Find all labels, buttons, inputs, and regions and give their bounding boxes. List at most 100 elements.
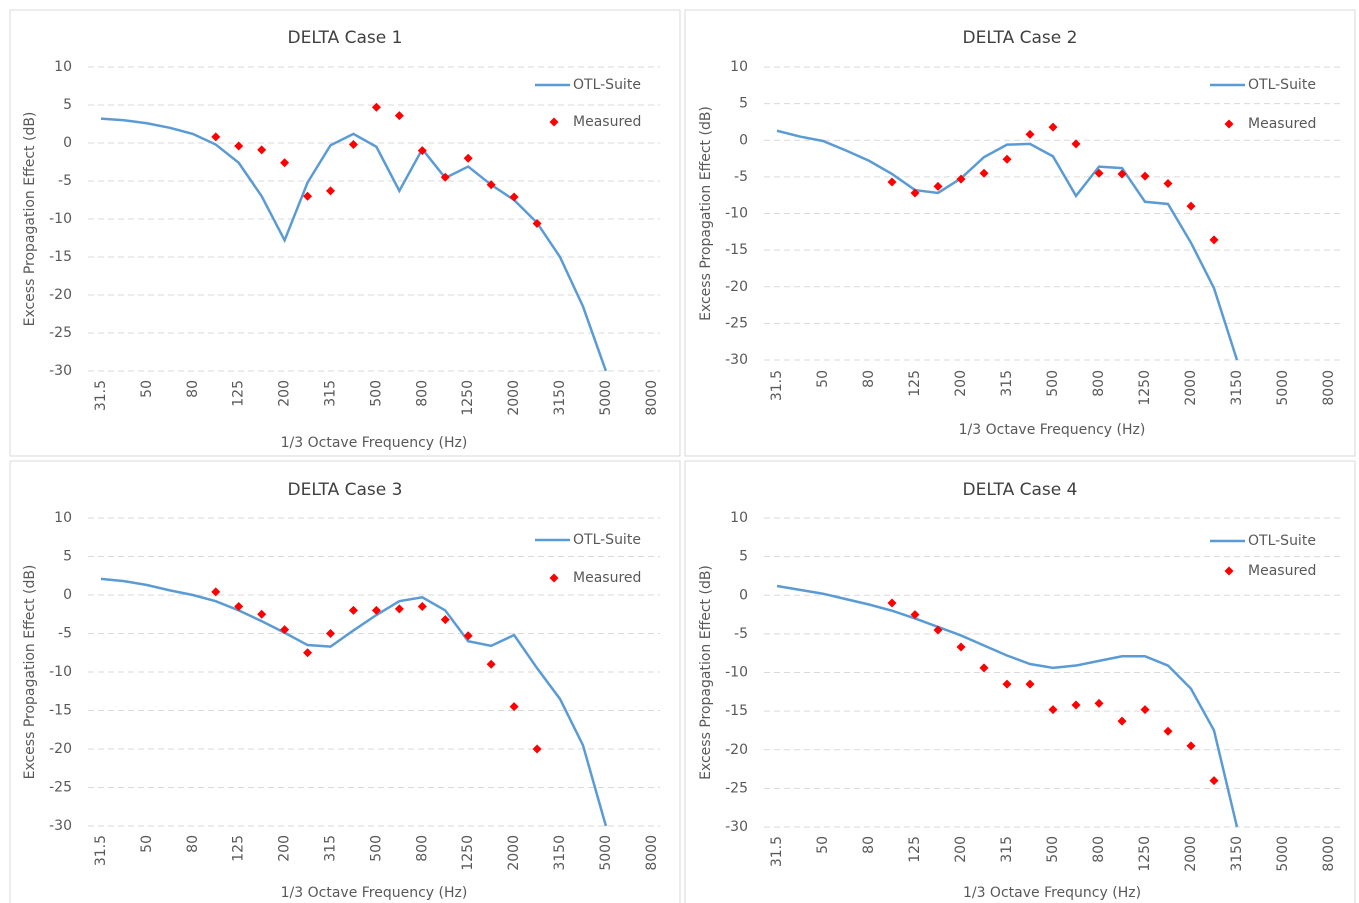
- y-tick-label: 10: [54, 59, 72, 75]
- y-tick-label: -20: [49, 741, 72, 757]
- data-point: [509, 192, 519, 202]
- data-point: [394, 604, 404, 614]
- y-tick-label: -25: [49, 325, 72, 341]
- chart-title: DELTA Case 1: [288, 28, 403, 48]
- x-tick-label: 8000: [1321, 370, 1337, 406]
- data-point: [1117, 169, 1127, 179]
- legend-label: OTL-Suite: [573, 77, 641, 93]
- x-tick-label: 800: [414, 380, 430, 407]
- x-tick-label: 500: [1045, 370, 1061, 397]
- x-tick-label: 50: [815, 370, 831, 388]
- y-axis-title: Excess Propagation Effect (dB): [22, 565, 38, 780]
- data-point: [532, 744, 542, 754]
- x-axis-title: 1/3 Octave Frequency (Hz): [959, 422, 1146, 438]
- y-tick-label: -25: [725, 315, 748, 331]
- data-point: [1163, 178, 1173, 188]
- legend-swatch: [549, 573, 559, 583]
- y-tick-label: -20: [49, 287, 72, 303]
- data-point: [887, 177, 897, 187]
- x-tick-label: 3150: [1229, 836, 1245, 872]
- x-tick-label: 200: [953, 370, 969, 397]
- y-tick-label: -30: [725, 352, 748, 368]
- data-point: [933, 181, 943, 191]
- x-axis-title: 1/3 Octave Frequncy (Hz): [963, 885, 1141, 901]
- y-tick-label: 5: [63, 97, 72, 113]
- legend-label: Measured: [1248, 563, 1316, 579]
- x-tick-label: 800: [414, 835, 430, 862]
- data-point: [1025, 129, 1035, 139]
- x-tick-label: 800: [1091, 370, 1107, 397]
- data-point: [371, 605, 381, 615]
- series-line: [776, 584, 1239, 828]
- chart-title: DELTA Case 4: [963, 480, 1078, 500]
- x-tick-label: 5000: [1275, 370, 1291, 406]
- legend-label: OTL-Suite: [573, 532, 641, 548]
- series-line: [100, 117, 608, 372]
- data-point: [933, 625, 943, 635]
- data-point: [1209, 776, 1219, 786]
- data-point: [486, 659, 496, 669]
- x-tick-label: 200: [277, 835, 293, 862]
- x-tick-label: 2000: [506, 380, 522, 416]
- x-tick-label: 50: [139, 380, 155, 398]
- x-tick-label: 80: [185, 835, 201, 853]
- data-point: [532, 219, 542, 229]
- data-point: [348, 605, 358, 615]
- y-tick-label: -15: [49, 249, 72, 265]
- x-tick-label: 31.5: [93, 835, 109, 866]
- x-tick-label: 8000: [1321, 836, 1337, 872]
- y-tick-label: -15: [725, 703, 748, 719]
- data-point: [1094, 168, 1104, 178]
- y-tick-label: -10: [49, 211, 72, 227]
- data-point: [211, 587, 221, 597]
- y-tick-label: -25: [49, 780, 72, 796]
- x-tick-label: 31.5: [93, 380, 109, 411]
- x-tick-label: 8000: [644, 835, 660, 871]
- x-tick-label: 1250: [1137, 836, 1153, 872]
- x-tick-label: 3150: [552, 380, 568, 416]
- series-line: [100, 577, 608, 827]
- data-point: [394, 111, 404, 121]
- x-tick-label: 3150: [1229, 370, 1245, 406]
- y-tick-label: -15: [725, 242, 748, 258]
- y-tick-label: -30: [49, 363, 72, 379]
- data-point: [1140, 705, 1150, 715]
- data-point: [234, 141, 244, 151]
- y-tick-label: 5: [63, 549, 72, 565]
- data-point: [979, 663, 989, 673]
- legend-label: Measured: [1248, 116, 1316, 132]
- x-tick-label: 500: [368, 835, 384, 862]
- legend-label: OTL-Suite: [1248, 533, 1316, 549]
- x-tick-label: 1250: [1137, 370, 1153, 406]
- x-tick-label: 80: [185, 380, 201, 398]
- y-tick-label: -5: [58, 173, 72, 189]
- chart-title: DELTA Case 3: [288, 480, 403, 500]
- data-point: [956, 642, 966, 652]
- data-point: [486, 180, 496, 190]
- x-tick-label: 125: [907, 370, 923, 397]
- data-point: [440, 615, 450, 625]
- data-point: [303, 191, 313, 201]
- y-tick-label: 5: [739, 96, 748, 112]
- x-tick-label: 315: [999, 370, 1015, 397]
- y-tick-label: 0: [63, 135, 72, 151]
- data-point: [1186, 741, 1196, 751]
- legend-label: OTL-Suite: [1248, 77, 1316, 93]
- x-tick-label: 315: [323, 835, 339, 862]
- y-tick-label: 5: [739, 549, 748, 565]
- y-tick-label: -25: [725, 780, 748, 796]
- x-tick-label: 125: [231, 380, 247, 407]
- data-point: [1048, 122, 1058, 132]
- y-tick-label: -20: [725, 742, 748, 758]
- x-tick-label: 31.5: [769, 836, 785, 867]
- x-tick-label: 80: [861, 370, 877, 388]
- data-point: [417, 146, 427, 156]
- data-point: [956, 174, 966, 184]
- x-tick-label: 31.5: [769, 370, 785, 401]
- data-point: [440, 172, 450, 182]
- x-tick-label: 1250: [460, 835, 476, 871]
- y-tick-label: -10: [725, 665, 748, 681]
- data-point: [910, 610, 920, 620]
- y-tick-label: 0: [63, 587, 72, 603]
